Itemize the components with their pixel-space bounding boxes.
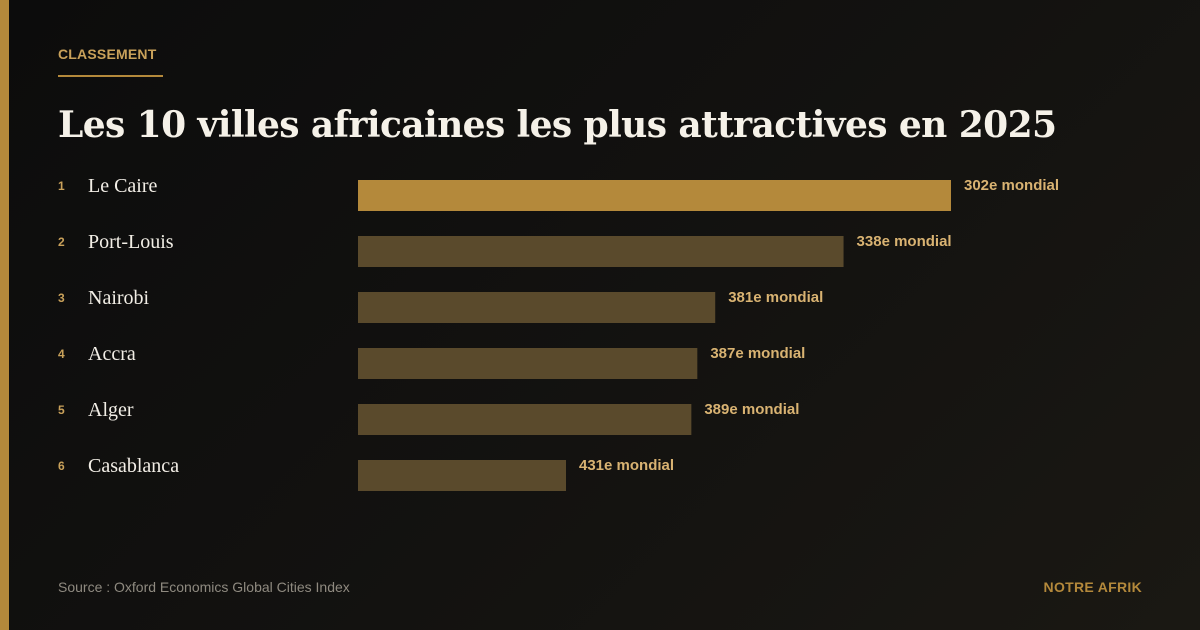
rank-number: 1 <box>58 179 65 193</box>
rank-number: 3 <box>58 291 65 305</box>
kicker-label: CLASSEMENT <box>58 46 157 62</box>
city-label: Nairobi <box>88 287 150 309</box>
chart-bar[interactable] <box>358 180 951 211</box>
city-label: Casablanca <box>88 455 179 477</box>
chart-row: 4 Accra 387e mondial <box>58 343 805 379</box>
page-title: Les 10 villes africaines les plus attrac… <box>58 104 1057 146</box>
bar-value-label: 431e mondial <box>579 457 674 474</box>
kicker-underline <box>58 75 163 77</box>
city-label: Port-Louis <box>88 231 174 253</box>
bar-value-label: 302e mondial <box>964 177 1059 194</box>
city-label: Accra <box>88 343 136 365</box>
rank-number: 6 <box>58 459 65 473</box>
chart-bar[interactable] <box>358 236 844 267</box>
chart-bar[interactable] <box>358 404 692 435</box>
left-accent-bar <box>0 0 9 630</box>
chart-bar[interactable] <box>358 348 698 379</box>
chart-row: 5 Alger 389e mondial <box>58 399 799 435</box>
rank-number: 4 <box>58 347 65 361</box>
source-note: Source : Oxford Economics Global Cities … <box>58 579 350 595</box>
rank-number: 2 <box>58 235 65 249</box>
city-label: Alger <box>88 399 134 421</box>
chart-bar[interactable] <box>358 292 716 323</box>
bar-value-label: 389e mondial <box>704 401 799 418</box>
bar-value-label: 387e mondial <box>710 345 805 362</box>
bar-value-label: 338e mondial <box>857 233 952 250</box>
chart-row: 1 Le Caire 302e mondial <box>58 175 1059 211</box>
rank-number: 5 <box>58 403 65 417</box>
chart-row: 2 Port-Louis 338e mondial <box>58 231 952 267</box>
bar-value-label: 381e mondial <box>728 289 823 306</box>
city-label: Le Caire <box>88 175 158 197</box>
chart-row: 3 Nairobi 381e mondial <box>58 287 823 323</box>
chart-bar[interactable] <box>358 460 566 491</box>
brand-logo-text[interactable]: NOTRE AFRIK <box>1043 579 1142 595</box>
chart-row: 6 Casablanca 431e mondial <box>58 455 674 491</box>
